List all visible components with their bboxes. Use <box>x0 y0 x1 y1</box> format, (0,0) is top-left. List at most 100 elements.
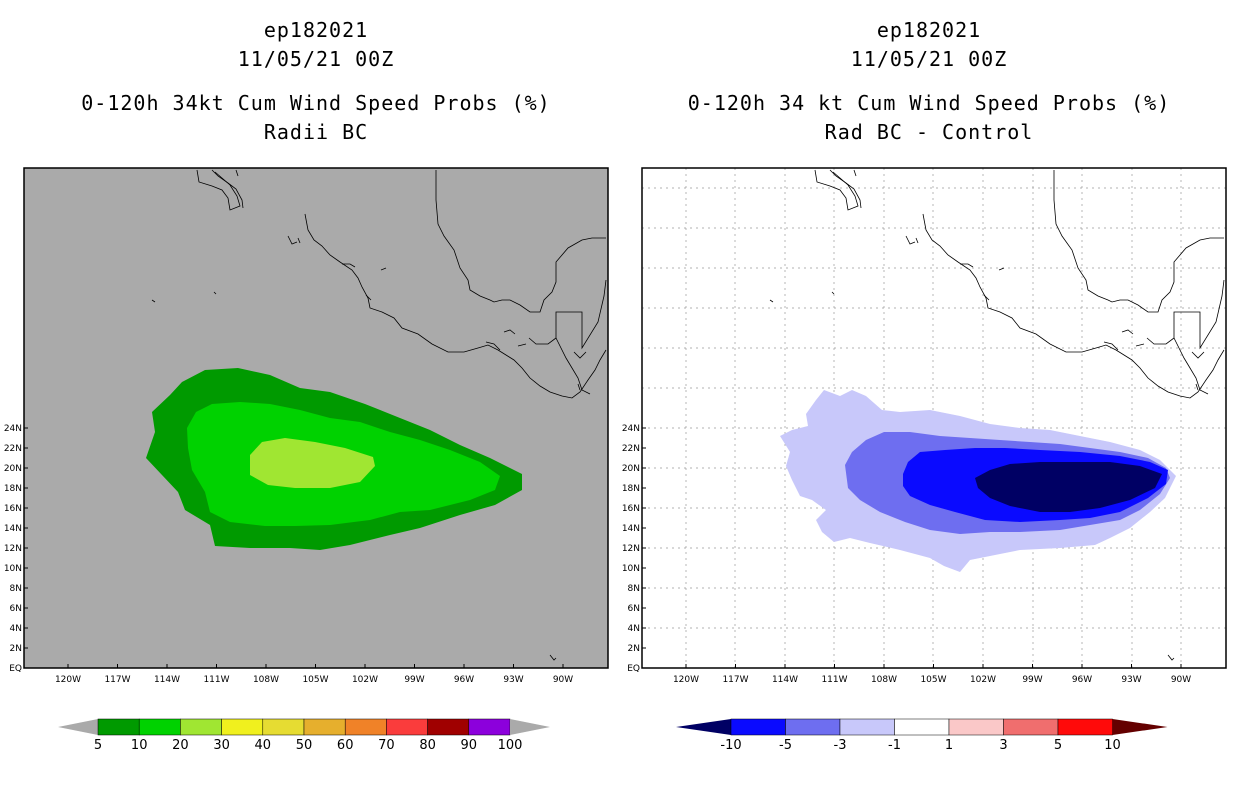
right-gridlines <box>642 168 1226 668</box>
left-lat-ticks: EQ 2N 4N 6N 8N 10N 12N 14N 16N 18N 20N 22N 24N <box>4 424 28 674</box>
lon-tick-label: 117W <box>722 675 748 685</box>
lat-tick-label: 18N <box>622 484 640 494</box>
left-subtitle: Radii BC <box>263 120 369 144</box>
lat-tick-label: 6N <box>10 604 22 614</box>
right-storm-id: ep182021 <box>876 18 982 42</box>
lat-tick-label: 12N <box>4 544 22 554</box>
left-date: 11/05/21 00Z <box>237 47 395 71</box>
colorbar-label: 10 <box>1104 738 1121 753</box>
lon-tick-label: 90W <box>1171 675 1191 685</box>
lon-tick-label: 105W <box>302 675 328 685</box>
colorbar-box <box>138 718 181 736</box>
lon-tick-label: 93W <box>1121 675 1141 685</box>
colorbar-label: 10 <box>131 738 148 753</box>
lat-tick-label: EQ <box>9 664 22 674</box>
right-lon-ticks: 120W 117W 114W 111W 108W 105W 102W 99W 96W 93W 90W <box>673 664 1191 685</box>
lon-tick-label: 105W <box>920 675 946 685</box>
left-product-title: 0-120h 34kt Cum Wind Speed Probs (%) <box>81 91 551 115</box>
colorbar-box <box>180 718 222 736</box>
lon-tick-label: 90W <box>553 675 573 685</box>
colorbar-box <box>386 718 428 736</box>
colorbar-label: -5 <box>779 738 792 753</box>
colorbar-label: 90 <box>461 738 478 753</box>
colorbar-box <box>839 718 895 736</box>
colorbar-box <box>948 718 1004 736</box>
right-lat-ticks: EQ 2N 4N 6N 8N 10N 12N 14N 16N 18N 20N 22N 24N <box>622 424 646 674</box>
lat-tick-label: 10N <box>4 564 22 574</box>
lon-tick-label: 120W <box>673 675 699 685</box>
colorbar-label: 40 <box>255 738 272 753</box>
lat-tick-label: 20N <box>4 464 22 474</box>
lat-tick-label: 14N <box>622 524 640 534</box>
colorbar-box <box>262 718 305 736</box>
left-storm-id: ep182021 <box>263 18 369 42</box>
left-colorbar-boxes <box>97 718 511 736</box>
colorbar-high-arrow <box>1112 719 1168 735</box>
left-colorbar-labels: 5 10 20 30 40 50 60 70 80 90 100 <box>94 738 523 753</box>
lat-tick-label: 2N <box>10 644 22 654</box>
lat-tick-label: 6N <box>628 604 640 614</box>
lat-tick-label: 22N <box>4 444 22 454</box>
lon-tick-label: 120W <box>55 675 81 685</box>
lon-tick-label: 99W <box>1022 675 1042 685</box>
lon-tick-label: 93W <box>503 675 523 685</box>
lon-tick-label: 102W <box>352 675 378 685</box>
right-title-block: ep182021 11/05/21 00Z 0-120h 34 kt Cum W… <box>634 16 1224 147</box>
colorbar-label: -3 <box>834 738 847 753</box>
lat-tick-label: 10N <box>622 564 640 574</box>
colorbar-box <box>785 718 841 736</box>
colorbar-box <box>468 718 511 736</box>
right-subtitle: Rad BC - Control <box>824 120 1034 144</box>
lon-tick-label: 114W <box>772 675 798 685</box>
lat-tick-label: 24N <box>622 424 640 434</box>
lon-tick-label: 96W <box>1072 675 1092 685</box>
lat-tick-label: 24N <box>4 424 22 434</box>
colorbar-label: 5 <box>94 738 102 753</box>
colorbar-box <box>221 718 264 736</box>
colorbar-label: -1 <box>888 738 901 753</box>
colorbar-label: 1 <box>945 738 953 753</box>
colorbar-box <box>894 718 950 736</box>
lat-tick-label: 14N <box>4 524 22 534</box>
lat-tick-label: 2N <box>628 644 640 654</box>
lat-tick-label: 22N <box>622 444 640 454</box>
lon-tick-label: 96W <box>454 675 474 685</box>
right-colorbar-labels: -10 -5 -3 -1 1 3 5 10 <box>720 738 1120 753</box>
lon-tick-label: 117W <box>104 675 130 685</box>
colorbar-label: 5 <box>1054 738 1062 753</box>
right-diff-m10-region <box>975 462 1162 512</box>
lat-tick-label: 20N <box>622 464 640 474</box>
right-colorbar: -10 -5 -3 -1 1 3 5 10 <box>676 718 1168 753</box>
lon-tick-label: 111W <box>821 675 847 685</box>
lon-tick-label: 108W <box>871 675 897 685</box>
lat-tick-label: 4N <box>628 624 640 634</box>
left-prob-20-region <box>250 438 375 488</box>
colorbar-label: 3 <box>999 738 1007 753</box>
lon-tick-label: 114W <box>154 675 180 685</box>
lon-tick-label: 99W <box>404 675 424 685</box>
left-colorbar-high-arrow <box>510 719 550 735</box>
right-coastlines <box>769 169 1225 661</box>
colorbar-label: 60 <box>337 738 354 753</box>
colorbar-box <box>344 718 387 736</box>
colorbar-label: 70 <box>378 738 395 753</box>
left-coastlines <box>151 169 607 661</box>
colorbar-label: 20 <box>172 738 189 753</box>
lat-tick-label: 18N <box>4 484 22 494</box>
left-colorbar: 5 10 20 30 40 50 60 70 80 90 100 <box>58 718 550 753</box>
left-title-block: ep182021 11/05/21 00Z 0-120h 34kt Cum Wi… <box>24 16 608 147</box>
colorbar-box <box>97 718 140 736</box>
colorbar-box <box>427 718 470 736</box>
lat-tick-label: EQ <box>627 664 640 674</box>
right-date: 11/05/21 00Z <box>850 47 1008 71</box>
colorbar-box <box>1003 718 1059 736</box>
colorbar-box <box>1057 718 1113 736</box>
lon-tick-label: 108W <box>253 675 279 685</box>
colorbar-box <box>730 718 786 736</box>
lat-tick-label: 16N <box>622 504 640 514</box>
colorbar-label: 100 <box>498 738 523 753</box>
lat-tick-label: 12N <box>622 544 640 554</box>
lat-tick-label: 16N <box>4 504 22 514</box>
